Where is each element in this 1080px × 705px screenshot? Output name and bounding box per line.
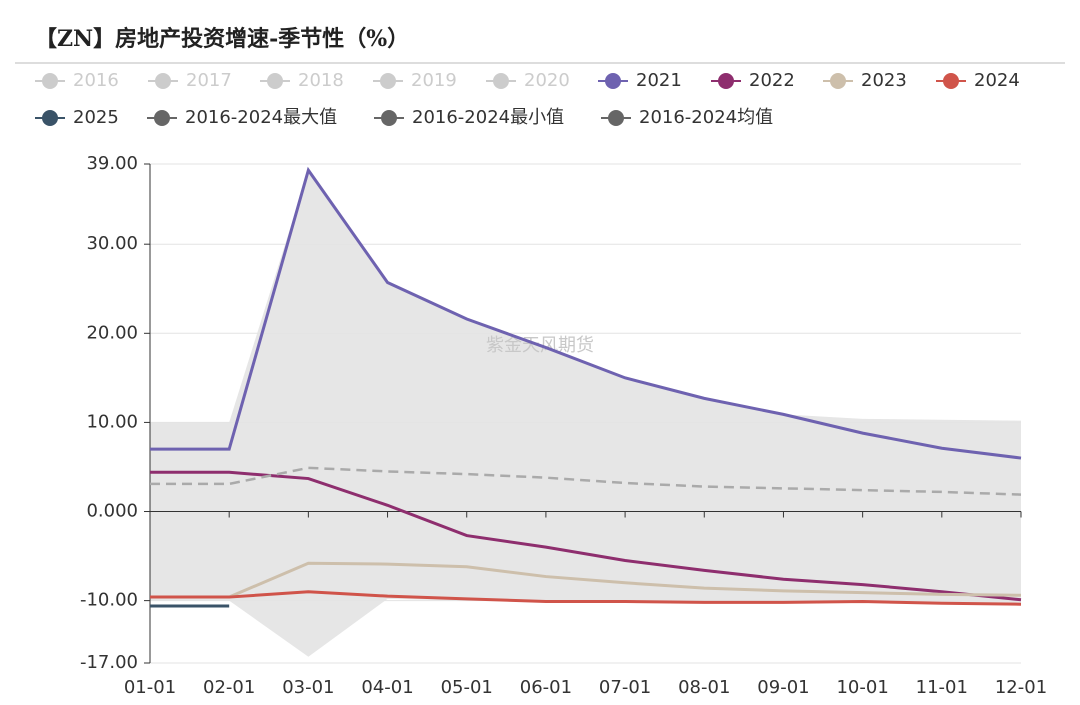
legend-label: 2020 [524,70,570,91]
legend-label: 2016-2024最大值 [185,107,337,128]
legend-dot [830,73,846,89]
x-tick-label: 10-01 [836,677,888,698]
y-tick-label: 20.00 [86,322,138,343]
y-tick-label: -10.00 [80,590,138,611]
x-tick-label: 12-01 [995,677,1047,698]
legend-item[interactable]: 2016-2024均值 [601,107,773,128]
legend-item[interactable]: 2023 [823,70,907,91]
legend-label: 2019 [411,70,457,91]
range-band [150,170,1021,657]
y-tick-label: -17.00 [80,652,138,673]
legend-label: 2021 [636,70,682,91]
legend-item[interactable]: 2016 [35,70,119,91]
x-tick-label: 05-01 [441,677,493,698]
chart-title: 【ZN】房地产投资增速-季节性（%） [35,26,409,52]
legend-item[interactable]: 2025 [35,107,119,128]
legend-label: 2016-2024均值 [639,107,773,128]
legend-item[interactable]: 2016-2024最大值 [147,107,337,128]
series-line [150,561,1022,599]
legend-dot [605,73,621,89]
legend-item[interactable]: 2020 [486,70,570,91]
legend-dot [42,73,58,89]
legend-label: 2023 [861,70,907,91]
legend-label: 2022 [749,70,795,91]
legend-item[interactable]: 2021 [598,70,682,91]
legend-dot [493,73,509,89]
legend-dot [154,110,170,126]
legend-label: 2018 [298,70,344,91]
legend-dot [608,110,624,126]
y-tick-label: 10.00 [86,411,138,432]
legend-label: 2025 [73,107,119,128]
legend-dot [267,73,283,89]
legend-item[interactable]: 2017 [148,70,232,91]
x-tick-label: 11-01 [916,677,968,698]
legend-dot [381,110,397,126]
series-line [150,590,1022,606]
x-tick-label: 02-01 [203,677,255,698]
series-line [150,166,1022,460]
y-tick-label: 0.000 [86,501,138,522]
legend-dot [155,73,171,89]
series-line [150,466,1022,496]
legend-item[interactable]: 2016-2024最小值 [374,107,564,128]
legend-item[interactable]: 2024 [936,70,1020,91]
x-tick-label: 01-01 [124,677,176,698]
legend-dot [380,73,396,89]
x-tick-label: 06-01 [520,677,572,698]
y-tick-label: 39.00 [86,153,138,174]
x-tick-label: 07-01 [599,677,651,698]
legend-item[interactable]: 2018 [260,70,344,91]
legend-item[interactable]: 2022 [711,70,795,91]
series-line [150,470,1022,602]
x-tick-label: 08-01 [678,677,730,698]
x-tick-label: 09-01 [757,677,809,698]
x-tick-label: 04-01 [361,677,413,698]
legend-label: 2017 [186,70,232,91]
y-tick-label: 30.00 [86,233,138,254]
legend-dot [943,73,959,89]
legend-dot [718,73,734,89]
legend-label: 2016-2024最小值 [412,107,564,128]
legend-label: 2024 [974,70,1020,91]
legend-dot [42,110,58,126]
legend-item[interactable]: 2019 [373,70,457,91]
x-tick-label: 03-01 [282,677,334,698]
legend-label: 2016 [73,70,119,91]
